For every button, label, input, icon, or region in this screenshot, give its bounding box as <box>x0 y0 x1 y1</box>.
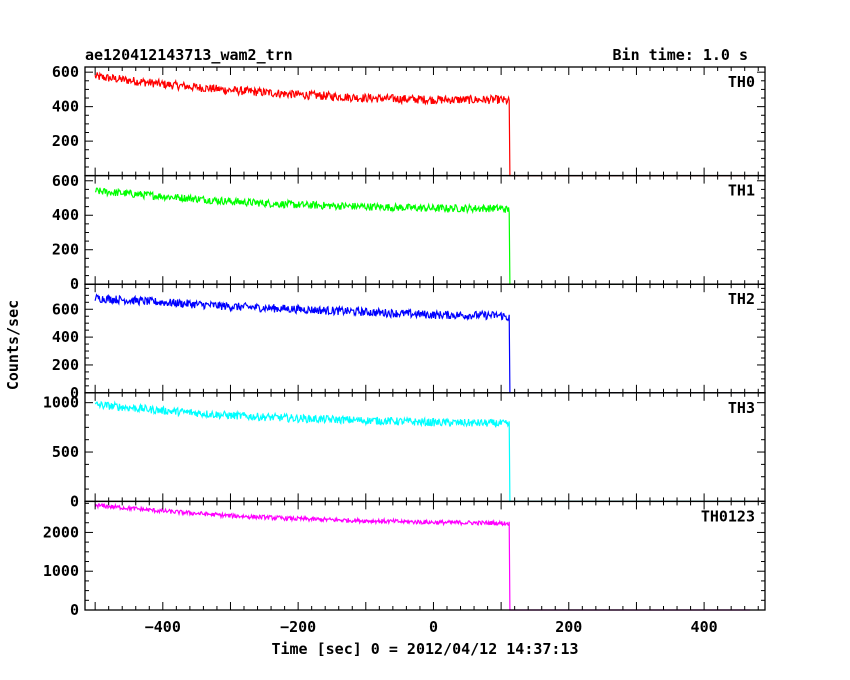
series-line-th1 <box>94 187 751 285</box>
panel-label: TH1 <box>728 182 755 200</box>
y-tick-label: 0 <box>70 601 79 619</box>
series-line-th0 <box>94 71 751 177</box>
y-tick-label: 200 <box>52 132 79 150</box>
y-tick-label: 0 <box>70 492 79 510</box>
x-axis-label: Time [sec] 0 = 2012/04/12 14:37:13 <box>271 640 578 658</box>
series-line-th0123 <box>94 502 751 611</box>
x-tick-label: 400 <box>691 618 718 636</box>
y-tick-label: 500 <box>52 443 79 461</box>
y-tick-label: 200 <box>52 241 79 259</box>
y-tick-label: 1000 <box>43 394 79 412</box>
y-tick-label: 600 <box>52 300 79 318</box>
panel-frame <box>84 174 766 285</box>
y-tick-label: 0 <box>70 384 79 402</box>
panel-label: TH0 <box>728 73 755 91</box>
panels: TH0 200 400 600 TH1 0 200 400 600 TH2 0 200 400 600 TH… <box>43 63 766 636</box>
series-line-th2 <box>94 293 751 394</box>
x-tick-label: 200 <box>555 618 582 636</box>
y-tick-label: 400 <box>52 206 79 224</box>
y-tick-label: 2000 <box>43 523 79 541</box>
x-tick-label: 0 <box>429 618 438 636</box>
panel-label: TH2 <box>728 290 755 308</box>
y-tick-label: 200 <box>52 356 79 374</box>
chart-title: ae120412143713_wam2_trn <box>85 46 293 64</box>
y-tick-label: 600 <box>52 63 79 81</box>
panel-frame <box>84 66 766 177</box>
y-tick-label: 400 <box>52 328 79 346</box>
y-tick-label: 400 <box>52 98 79 116</box>
bin-time-label: Bin time: 1.0 s <box>613 46 748 64</box>
y-tick-label: 1000 <box>43 562 79 580</box>
y-tick-label: 0 <box>70 275 79 293</box>
panel-frame <box>84 392 766 503</box>
panel-label: TH3 <box>728 399 755 417</box>
x-tick-label: −200 <box>280 618 316 636</box>
panel-frame <box>84 500 766 611</box>
y-tick-label: 600 <box>52 172 79 190</box>
panel-label: TH0123 <box>701 507 755 525</box>
x-tick-label: −400 <box>145 618 181 636</box>
y-axis-label: Counts/sec <box>4 300 22 390</box>
series-line-th3 <box>94 400 751 502</box>
